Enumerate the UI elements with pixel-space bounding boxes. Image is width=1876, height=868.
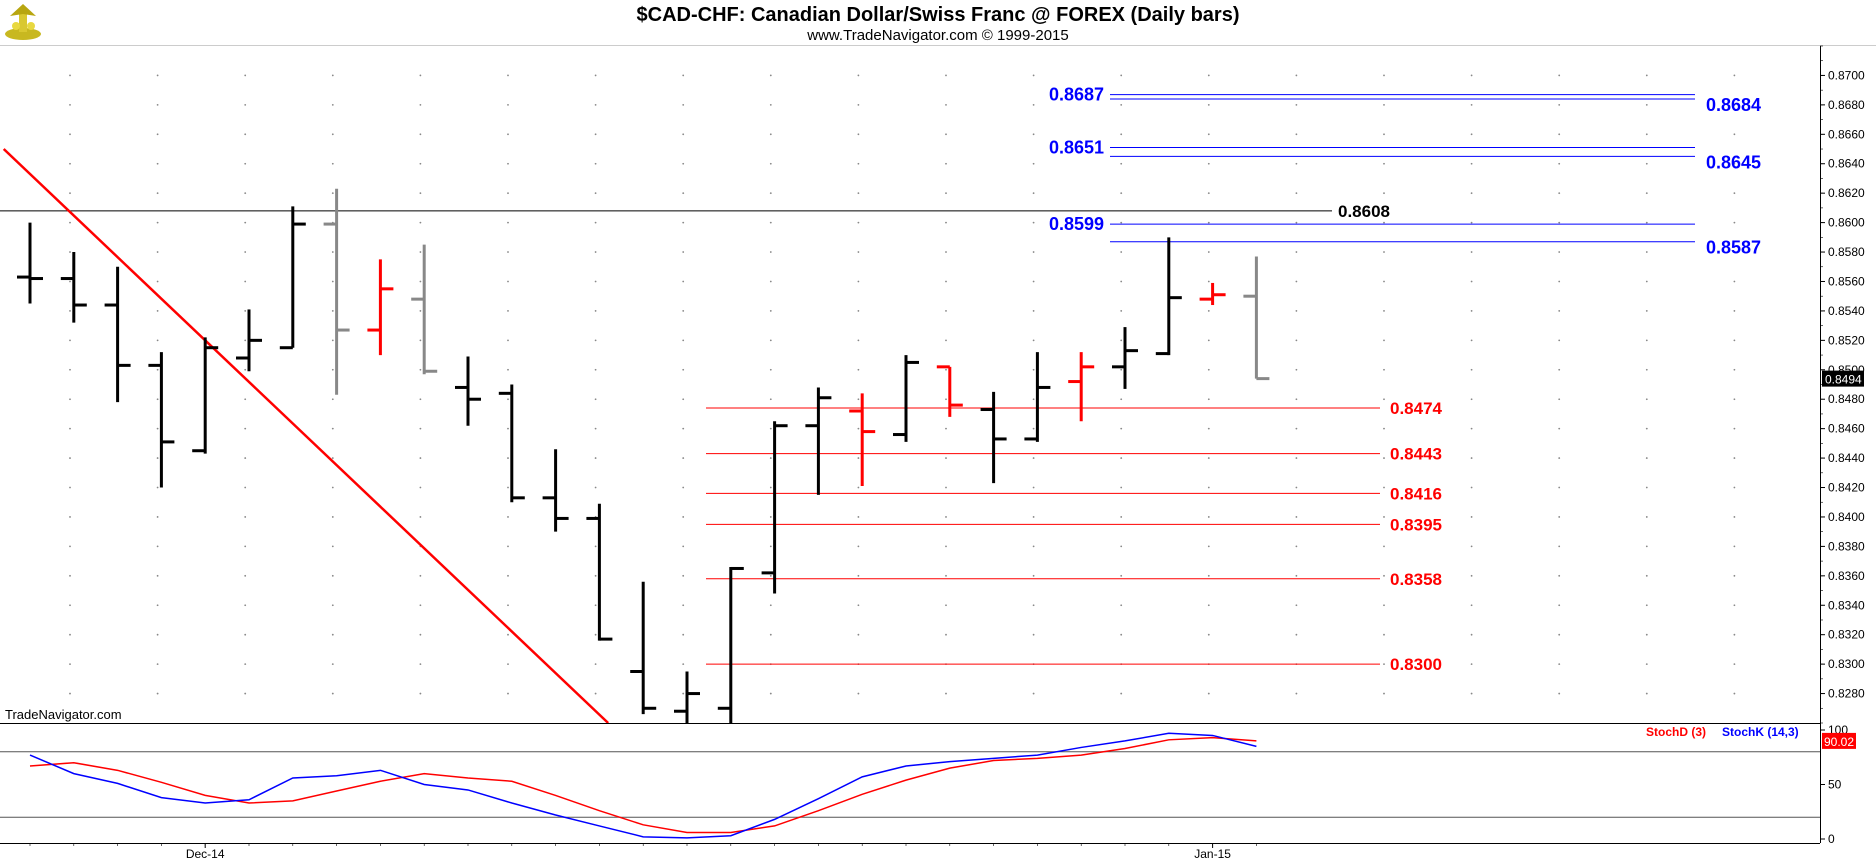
ohlc-bar [455, 356, 481, 426]
trendline-layer [2, 148, 610, 724]
y-tick-label: 0.8400 [1828, 510, 1865, 524]
ohlc-bar [630, 581, 657, 715]
y-tick-label: 0.8320 [1828, 628, 1865, 642]
y-tick-label: 0.8440 [1828, 451, 1865, 465]
ohlc-bar [411, 244, 438, 375]
red-level-label: 0.8358 [1390, 570, 1442, 589]
ohlc-bar [893, 355, 919, 442]
ohlc-bar [980, 391, 1007, 484]
ohlc-bar [1112, 327, 1138, 389]
y-tick-label: 0.8560 [1828, 274, 1865, 288]
date-axis: Dec-14 Jan-15 [29, 843, 1257, 861]
red-level-label: 0.8443 [1390, 445, 1442, 464]
ohlc-bar [805, 387, 832, 495]
ohlc-bars [17, 188, 1270, 723]
y-tick-label: 0.8680 [1828, 98, 1865, 112]
ohlc-bar [674, 671, 700, 723]
stoch-legend-label: StochK (14,3) [1722, 725, 1799, 739]
black-level-label: 0.8608 [1338, 202, 1390, 221]
ohlc-bar [192, 337, 219, 454]
y-tick-label: 0.8660 [1828, 127, 1865, 141]
price-axis: 0.8280 0.8300 0.8320 0.8340 0.8360 0.8380 0.84… [1820, 45, 1865, 724]
ohlc-bar [323, 188, 350, 395]
y-tick-label: 0.8420 [1828, 481, 1865, 495]
ohlc-bar [936, 365, 963, 417]
y-tick-label: 0.8620 [1828, 186, 1865, 200]
y-tick-label: 0.8480 [1828, 392, 1865, 406]
x-tick-label: Dec-14 [186, 847, 225, 861]
red-level-label: 0.8300 [1390, 655, 1442, 674]
red-level-label: 0.8416 [1390, 484, 1442, 503]
y-tick-label: 0.8600 [1828, 216, 1865, 230]
y-tick-label: 0.8300 [1828, 657, 1865, 671]
blue-level-label: 0.8687 [1049, 85, 1104, 105]
y-tick-label: 0.8580 [1828, 245, 1865, 259]
blue-level-label: 0.8587 [1706, 238, 1761, 258]
ohlc-bar [1243, 256, 1270, 381]
stoch-tick-label: 0 [1828, 832, 1835, 846]
stoch-grid [0, 751, 1820, 818]
trade-navigator-logo-icon [5, 4, 41, 40]
ohlc-bar [542, 449, 569, 532]
stochastic-lines [29, 732, 1257, 839]
ohlc-bar [717, 566, 744, 723]
ohlc-bar [761, 421, 788, 594]
trendline [2, 148, 610, 724]
ohlc-bar [17, 222, 43, 304]
ohlc-bar [236, 309, 262, 372]
y-tick-label: 0.8540 [1828, 304, 1865, 318]
ohlc-bar [498, 384, 525, 503]
y-tick-label: 0.8340 [1828, 598, 1865, 612]
stoch-last-value-label: 90.02 [1824, 735, 1854, 749]
red-level-label: 0.8474 [1390, 399, 1443, 418]
stoch-legend: StochD (3) StochK (14,3) [1646, 725, 1799, 739]
watermark-label: TradeNavigator.com [5, 707, 122, 722]
y-tick-label: 0.8280 [1828, 687, 1865, 701]
blue-level-label: 0.8599 [1049, 214, 1104, 234]
ohlc-bar [1199, 282, 1226, 306]
y-tick-label: 0.8380 [1828, 539, 1865, 553]
last-price-box [1822, 370, 1864, 387]
red-level-label: 0.8395 [1390, 515, 1442, 534]
ohlc-bar [148, 352, 175, 488]
blue-level-label: 0.8651 [1049, 138, 1104, 158]
y-tick-label: 0.8460 [1828, 422, 1865, 436]
stoch-series-line [29, 732, 1257, 839]
chart-subtitle: www.TradeNavigator.com © 1999-2015 [806, 27, 1068, 44]
ohlc-bar [586, 503, 613, 641]
ohlc-bar [104, 266, 131, 403]
y-tick-label: 0.8360 [1828, 569, 1865, 583]
last-price-label: 0.8494 [1825, 373, 1862, 387]
ohlc-bar [1155, 237, 1182, 356]
stoch-last-value-box [1822, 732, 1856, 749]
y-tick-label: 0.8640 [1828, 157, 1865, 171]
x-tick-label: Jan-15 [1194, 847, 1231, 861]
price-grid [69, 74, 1736, 695]
y-tick-label: 0.8520 [1828, 333, 1865, 347]
ohlc-bar [849, 393, 876, 487]
stoch-legend-label: StochD (3) [1646, 725, 1706, 739]
ohlc-bar [60, 252, 87, 323]
ohlc-bar [279, 206, 306, 350]
y-tick-label: 0.8700 [1828, 68, 1865, 82]
chart-title: $CAD-CHF: Canadian Dollar/Swiss Franc @ … [637, 4, 1240, 26]
stoch-tick-label: 50 [1828, 778, 1842, 792]
ohlc-bar [367, 259, 394, 356]
blue-level-label: 0.8645 [1706, 152, 1761, 172]
ohlc-bar [1068, 352, 1095, 422]
blue-level-label: 0.8684 [1706, 95, 1761, 115]
price-levels: 0.8687 0.8684 0.8651 0.8645 0.8599 0.8587 0.86… [0, 85, 1761, 674]
ohlc-bar [1024, 352, 1051, 442]
